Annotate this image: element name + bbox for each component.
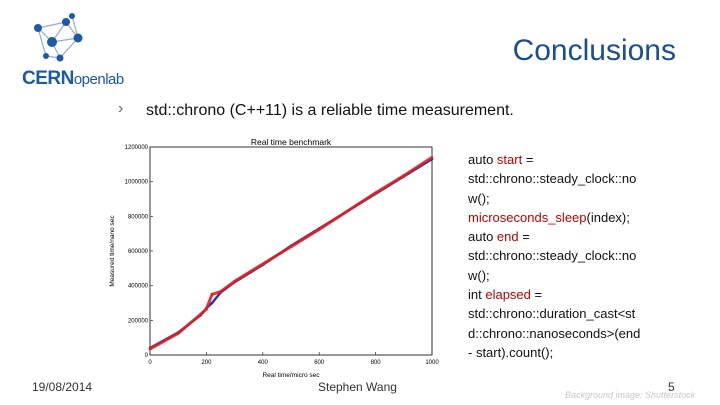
x-tick-label: 600 [314, 360, 325, 366]
data-point [233, 280, 236, 283]
x-tick-label: 800 [371, 360, 382, 366]
chart-title: Real time benchmark [251, 137, 332, 147]
data-point [205, 307, 208, 311]
code-line: std::chrono::steady_clock::no [468, 246, 708, 265]
x-axis-label: Real time/micro sec [262, 372, 320, 379]
y-tick-label: 800000 [128, 214, 149, 220]
code-text: int [468, 287, 486, 303]
slide-title: Conclusions [512, 34, 676, 67]
code-keyword: microseconds_sleep [468, 209, 587, 225]
data-point [317, 228, 321, 231]
code-line: w(); [468, 266, 708, 285]
page-number: 5 [668, 380, 675, 394]
y-tick-label: 200000 [128, 318, 149, 324]
code-keyword: elapsed [485, 287, 531, 303]
chevron-right-icon: › [118, 100, 124, 117]
data-point [346, 209, 349, 213]
y-axis-label: Measured time/nano sec [109, 215, 116, 287]
footer-author: Stephen Wang [318, 380, 397, 394]
y-tick-label: 1200000 [125, 145, 149, 151]
code-text: = [522, 152, 534, 167]
network-globe-icon [34, 13, 83, 62]
code-line: - start).count(); [468, 343, 708, 362]
code-line: d::chrono::nanoseconds>(end [468, 324, 708, 343]
code-text: = [530, 287, 543, 303]
logo-suffix: openlab [73, 71, 124, 88]
data-point [430, 156, 434, 159]
data-point [210, 293, 214, 296]
data-point [374, 191, 377, 195]
code-line: std::chrono::steady_clock::no [468, 169, 708, 188]
y-tick-label: 1000000 [125, 180, 149, 186]
code-keyword: end [496, 229, 519, 245]
code-line: std::chrono::duration_cast<st [468, 304, 708, 323]
benchmark-chart: Real time benchmark Real time/micro sec Me… [109, 137, 439, 379]
bullet-text: std::chrono (C++11) is a reliable time m… [146, 102, 514, 119]
data-point [148, 347, 152, 351]
code-keyword: start [496, 152, 523, 167]
data-point [210, 301, 214, 305]
cern-openlab-logo: CERNopenlab [8, 8, 128, 89]
x-tick-label: 1000 [425, 360, 439, 366]
code-text: = [518, 229, 530, 245]
code-block: auto start =std::chrono::steady_clock::n… [468, 150, 708, 362]
data-point [219, 290, 222, 294]
code-text: - start).count(); [468, 344, 554, 360]
data-point [199, 312, 203, 316]
x-tick-label: 200 [201, 360, 212, 366]
logo-wordmark: CERNopenlab [22, 68, 124, 90]
background-credit: Background image: Shutterstock [565, 390, 696, 400]
code-text: std::chrono::steady_clock::no [468, 171, 637, 187]
code-line: w(); [468, 189, 708, 208]
code-line: auto end = [468, 227, 708, 246]
code-text: std::chrono::steady_clock::no [468, 248, 637, 264]
data-point [289, 245, 293, 248]
code-line: int elapsed = [468, 285, 708, 304]
code-text: auto [468, 229, 497, 245]
x-tick-label: 400 [258, 360, 269, 366]
y-tick-label: 0 [145, 353, 149, 359]
x-tick-label: 0 [148, 360, 152, 366]
code-text: w(); [468, 190, 490, 206]
y-tick-label: 600000 [128, 249, 149, 255]
code-text: std::chrono::duration_cast<st [468, 306, 636, 322]
logo-brand: CERN [22, 68, 74, 89]
code-text: w(); [468, 267, 490, 283]
y-tick-label: 400000 [128, 284, 149, 290]
code-text: d::chrono::nanoseconds>(end [468, 325, 641, 341]
data-point [261, 262, 265, 266]
code-line: microseconds_sleep(index); [468, 208, 708, 227]
footer-date: 19/08/2014 [32, 380, 93, 394]
code-line: auto start = [468, 150, 708, 169]
code-text: (index); [586, 209, 630, 225]
plot-area [149, 146, 433, 356]
code-text: auto [468, 152, 497, 167]
data-point [176, 332, 180, 335]
data-point [402, 174, 406, 177]
